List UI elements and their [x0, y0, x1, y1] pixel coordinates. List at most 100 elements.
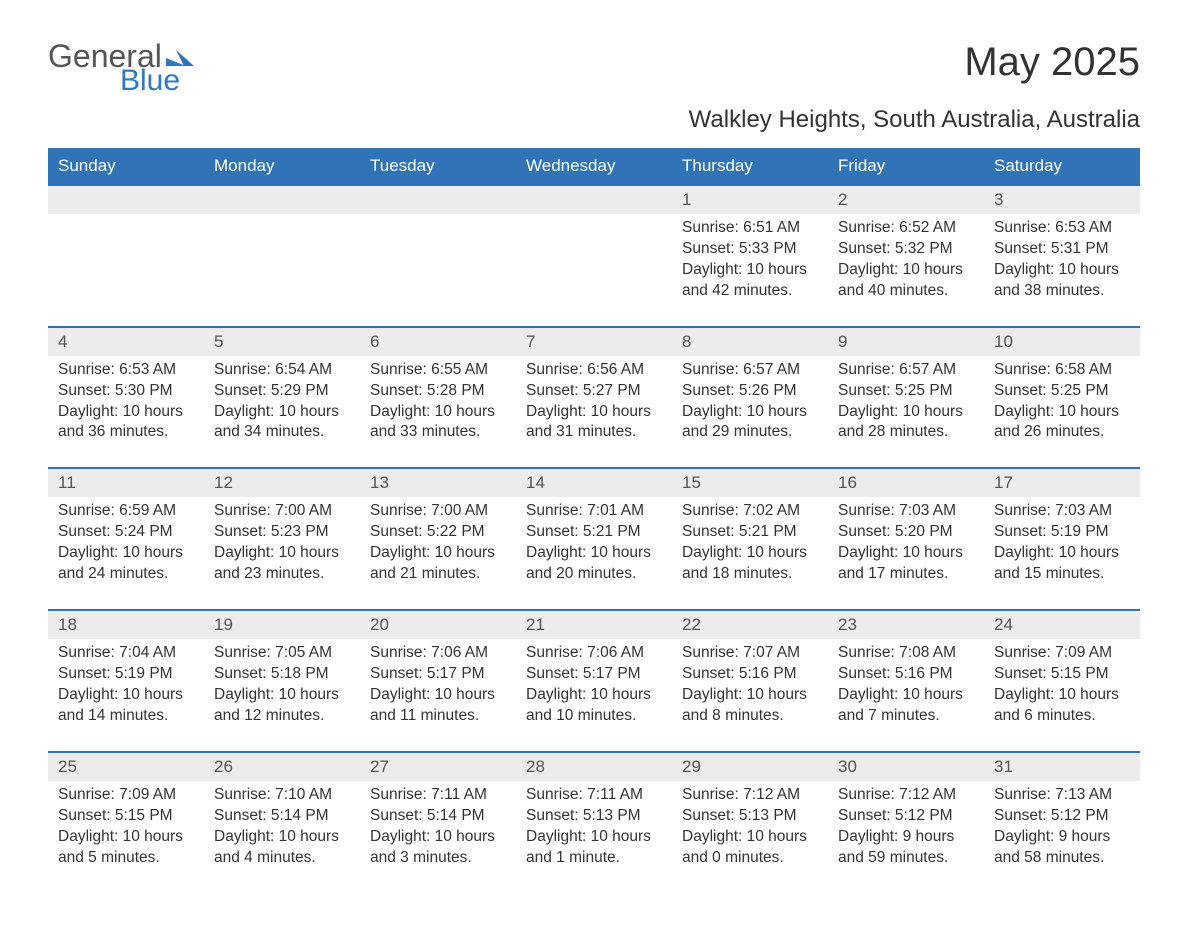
- weekday-header: Monday: [204, 148, 360, 184]
- daylight-text: Daylight: 10 hours and 28 minutes.: [838, 402, 974, 444]
- day-number: 18: [48, 611, 204, 639]
- logo: General Blue: [48, 40, 194, 96]
- daylight-text: Daylight: 10 hours and 33 minutes.: [370, 402, 506, 444]
- calendar-week: 123Sunrise: 6:51 AMSunset: 5:33 PMDaylig…: [48, 184, 1140, 326]
- sunrise-text: Sunrise: 7:03 AM: [838, 501, 974, 522]
- day-cell: Sunrise: 7:02 AMSunset: 5:21 PMDaylight:…: [672, 497, 828, 609]
- daylight-text: Daylight: 10 hours and 7 minutes.: [838, 685, 974, 727]
- day-cell: Sunrise: 7:08 AMSunset: 5:16 PMDaylight:…: [828, 639, 984, 751]
- sunrise-text: Sunrise: 7:03 AM: [994, 501, 1130, 522]
- day-number: 23: [828, 611, 984, 639]
- sunrise-text: Sunrise: 6:54 AM: [214, 360, 350, 381]
- sunset-text: Sunset: 5:29 PM: [214, 381, 350, 402]
- calendar-week: 25262728293031Sunrise: 7:09 AMSunset: 5:…: [48, 751, 1140, 893]
- day-cell: Sunrise: 6:55 AMSunset: 5:28 PMDaylight:…: [360, 356, 516, 468]
- sunset-text: Sunset: 5:26 PM: [682, 381, 818, 402]
- day-number: 16: [828, 469, 984, 497]
- sunset-text: Sunset: 5:13 PM: [526, 806, 662, 827]
- daylight-text: Daylight: 9 hours and 58 minutes.: [994, 827, 1130, 869]
- daylight-text: Daylight: 10 hours and 40 minutes.: [838, 260, 974, 302]
- sunrise-text: Sunrise: 7:00 AM: [214, 501, 350, 522]
- day-cell: Sunrise: 7:13 AMSunset: 5:12 PMDaylight:…: [984, 781, 1140, 893]
- day-number: 27: [360, 753, 516, 781]
- day-cell: Sunrise: 6:51 AMSunset: 5:33 PMDaylight:…: [672, 214, 828, 326]
- day-cell: Sunrise: 6:57 AMSunset: 5:25 PMDaylight:…: [828, 356, 984, 468]
- daylight-text: Daylight: 9 hours and 59 minutes.: [838, 827, 974, 869]
- sunrise-text: Sunrise: 6:57 AM: [838, 360, 974, 381]
- daylight-text: Daylight: 10 hours and 24 minutes.: [58, 543, 194, 585]
- day-cell: [360, 214, 516, 326]
- daylight-text: Daylight: 10 hours and 26 minutes.: [994, 402, 1130, 444]
- day-cell: Sunrise: 6:53 AMSunset: 5:30 PMDaylight:…: [48, 356, 204, 468]
- calendar-week: 11121314151617Sunrise: 6:59 AMSunset: 5:…: [48, 467, 1140, 609]
- day-cell: Sunrise: 7:01 AMSunset: 5:21 PMDaylight:…: [516, 497, 672, 609]
- day-cell: Sunrise: 7:09 AMSunset: 5:15 PMDaylight:…: [984, 639, 1140, 751]
- sunset-text: Sunset: 5:25 PM: [994, 381, 1130, 402]
- page-title: May 2025: [964, 40, 1140, 85]
- topbar: General Blue May 2025: [48, 40, 1140, 96]
- daylight-text: Daylight: 10 hours and 14 minutes.: [58, 685, 194, 727]
- day-number: 13: [360, 469, 516, 497]
- sunrise-text: Sunrise: 7:12 AM: [838, 785, 974, 806]
- day-cell: Sunrise: 7:04 AMSunset: 5:19 PMDaylight:…: [48, 639, 204, 751]
- sunrise-text: Sunrise: 7:06 AM: [526, 643, 662, 664]
- calendar-week: 45678910Sunrise: 6:53 AMSunset: 5:30 PMD…: [48, 326, 1140, 468]
- day-number: 24: [984, 611, 1140, 639]
- daylight-text: Daylight: 10 hours and 11 minutes.: [370, 685, 506, 727]
- sunset-text: Sunset: 5:20 PM: [838, 522, 974, 543]
- day-number: 4: [48, 328, 204, 356]
- day-cell: Sunrise: 6:53 AMSunset: 5:31 PMDaylight:…: [984, 214, 1140, 326]
- sunset-text: Sunset: 5:21 PM: [682, 522, 818, 543]
- sunrise-text: Sunrise: 7:12 AM: [682, 785, 818, 806]
- day-cell: Sunrise: 7:11 AMSunset: 5:13 PMDaylight:…: [516, 781, 672, 893]
- content-row: Sunrise: 6:59 AMSunset: 5:24 PMDaylight:…: [48, 497, 1140, 609]
- daynum-row: 11121314151617: [48, 469, 1140, 497]
- content-row: Sunrise: 6:51 AMSunset: 5:33 PMDaylight:…: [48, 214, 1140, 326]
- day-number: 5: [204, 328, 360, 356]
- daylight-text: Daylight: 10 hours and 18 minutes.: [682, 543, 818, 585]
- day-number: 14: [516, 469, 672, 497]
- daylight-text: Daylight: 10 hours and 17 minutes.: [838, 543, 974, 585]
- sunrise-text: Sunrise: 6:55 AM: [370, 360, 506, 381]
- sunrise-text: Sunrise: 6:56 AM: [526, 360, 662, 381]
- sunset-text: Sunset: 5:23 PM: [214, 522, 350, 543]
- daylight-text: Daylight: 10 hours and 15 minutes.: [994, 543, 1130, 585]
- sunset-text: Sunset: 5:16 PM: [682, 664, 818, 685]
- logo-text-blue: Blue: [120, 66, 194, 96]
- content-row: Sunrise: 7:04 AMSunset: 5:19 PMDaylight:…: [48, 639, 1140, 751]
- day-cell: Sunrise: 7:00 AMSunset: 5:23 PMDaylight:…: [204, 497, 360, 609]
- day-number: [204, 186, 360, 214]
- day-number: 20: [360, 611, 516, 639]
- day-number: 22: [672, 611, 828, 639]
- day-cell: Sunrise: 7:12 AMSunset: 5:13 PMDaylight:…: [672, 781, 828, 893]
- sunset-text: Sunset: 5:14 PM: [214, 806, 350, 827]
- sunrise-text: Sunrise: 6:59 AM: [58, 501, 194, 522]
- sunset-text: Sunset: 5:22 PM: [370, 522, 506, 543]
- daylight-text: Daylight: 10 hours and 12 minutes.: [214, 685, 350, 727]
- day-cell: Sunrise: 6:59 AMSunset: 5:24 PMDaylight:…: [48, 497, 204, 609]
- sunset-text: Sunset: 5:32 PM: [838, 239, 974, 260]
- day-cell: Sunrise: 6:54 AMSunset: 5:29 PMDaylight:…: [204, 356, 360, 468]
- daylight-text: Daylight: 10 hours and 21 minutes.: [370, 543, 506, 585]
- daylight-text: Daylight: 10 hours and 36 minutes.: [58, 402, 194, 444]
- location-text: Walkley Heights, South Australia, Austra…: [48, 106, 1140, 134]
- sunrise-text: Sunrise: 7:00 AM: [370, 501, 506, 522]
- weekday-header-row: Sunday Monday Tuesday Wednesday Thursday…: [48, 148, 1140, 184]
- sunrise-text: Sunrise: 6:53 AM: [58, 360, 194, 381]
- daylight-text: Daylight: 10 hours and 38 minutes.: [994, 260, 1130, 302]
- day-cell: Sunrise: 7:03 AMSunset: 5:20 PMDaylight:…: [828, 497, 984, 609]
- day-cell: [48, 214, 204, 326]
- sunset-text: Sunset: 5:18 PM: [214, 664, 350, 685]
- day-number: 8: [672, 328, 828, 356]
- sunset-text: Sunset: 5:19 PM: [58, 664, 194, 685]
- sunrise-text: Sunrise: 7:11 AM: [526, 785, 662, 806]
- day-number: 28: [516, 753, 672, 781]
- daylight-text: Daylight: 10 hours and 34 minutes.: [214, 402, 350, 444]
- sunset-text: Sunset: 5:24 PM: [58, 522, 194, 543]
- sunset-text: Sunset: 5:28 PM: [370, 381, 506, 402]
- sunset-text: Sunset: 5:17 PM: [370, 664, 506, 685]
- day-number: 31: [984, 753, 1140, 781]
- sunrise-text: Sunrise: 7:08 AM: [838, 643, 974, 664]
- sunrise-text: Sunrise: 7:11 AM: [370, 785, 506, 806]
- sunset-text: Sunset: 5:13 PM: [682, 806, 818, 827]
